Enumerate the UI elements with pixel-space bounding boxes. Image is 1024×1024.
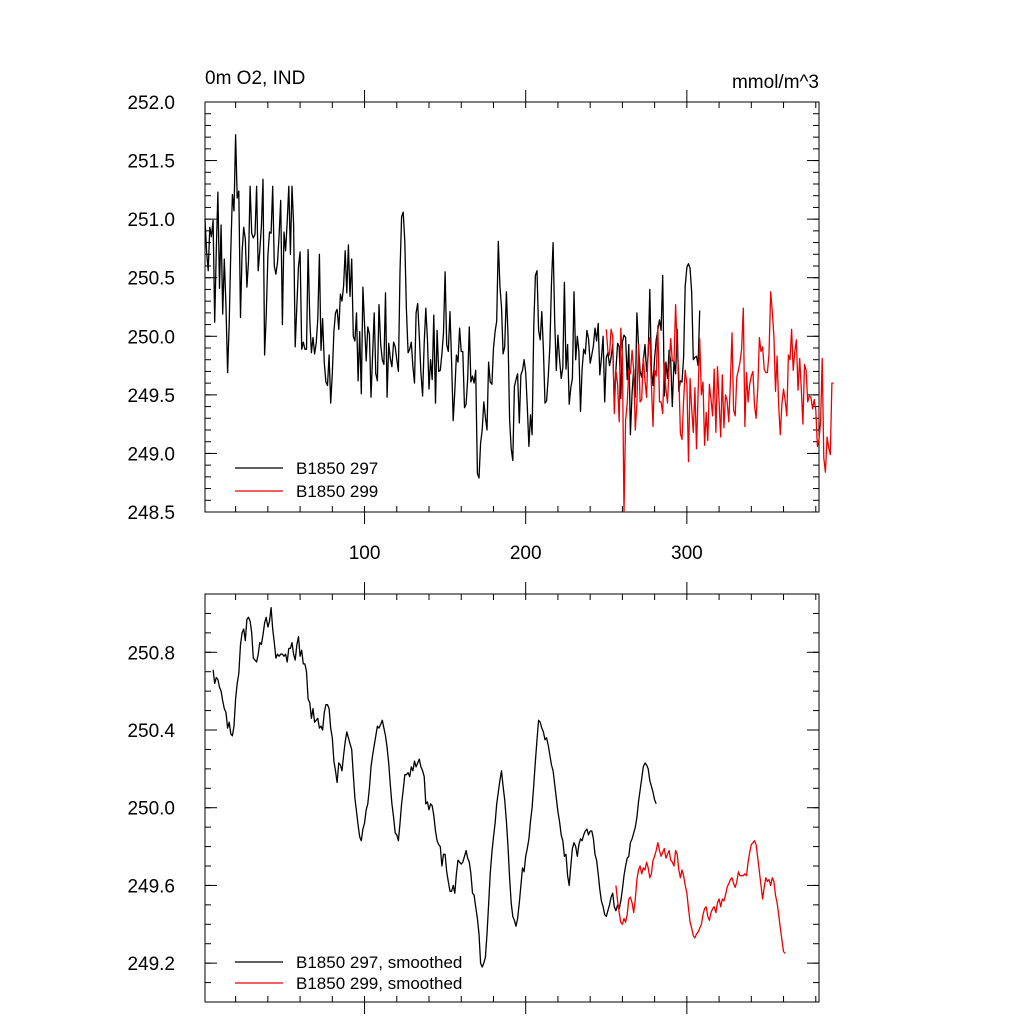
legend-label: B1850 299 <box>296 482 378 501</box>
y-tick-label: 250.0 <box>127 799 175 820</box>
y-tick-label: 249.6 <box>127 876 175 897</box>
legend-label: B1850 297, smoothed <box>296 953 462 972</box>
y-tick-label: 252.0 <box>127 93 175 114</box>
y-tick-label: 250.8 <box>127 643 175 664</box>
plot-frame <box>204 593 820 1003</box>
top-panel: 0m O2, IND mmol/m^3 248.5 249.0 249.5 250.0… <box>127 68 834 564</box>
y-tick-label: 250.0 <box>127 327 175 348</box>
legend-label: B1850 297 <box>296 459 378 478</box>
x-tick-label: 200 <box>510 543 542 564</box>
y-tick-label: 248.5 <box>127 503 175 524</box>
y-tick-label: 249.5 <box>127 386 175 407</box>
series-line-b1850-297 <box>212 606 657 968</box>
series-line-b1850-299 <box>615 840 786 954</box>
y-tick-label: 251.5 <box>127 152 175 173</box>
plot-frame <box>204 101 820 513</box>
y-tick-label: 249.0 <box>127 444 175 465</box>
y-tick-label: 250.5 <box>127 269 175 290</box>
bottom-panel: 249.2 249.6 250.0 250.4 250.8 B1850 297, smoo… <box>127 582 820 1014</box>
series-line-b1850-297 <box>204 134 701 479</box>
x-tick-label: 300 <box>671 543 703 564</box>
y-tick-label: 250.4 <box>127 721 175 742</box>
top-panel-title: 0m O2, IND <box>205 68 305 89</box>
series-line-b1850-299 <box>605 291 834 513</box>
legend-label: B1850 299, smoothed <box>296 974 462 993</box>
top-panel-units: mmol/m^3 <box>732 72 819 93</box>
x-tick-label: 100 <box>349 543 381 564</box>
y-tick-label: 251.0 <box>127 210 175 231</box>
y-tick-label: 249.2 <box>127 954 175 975</box>
